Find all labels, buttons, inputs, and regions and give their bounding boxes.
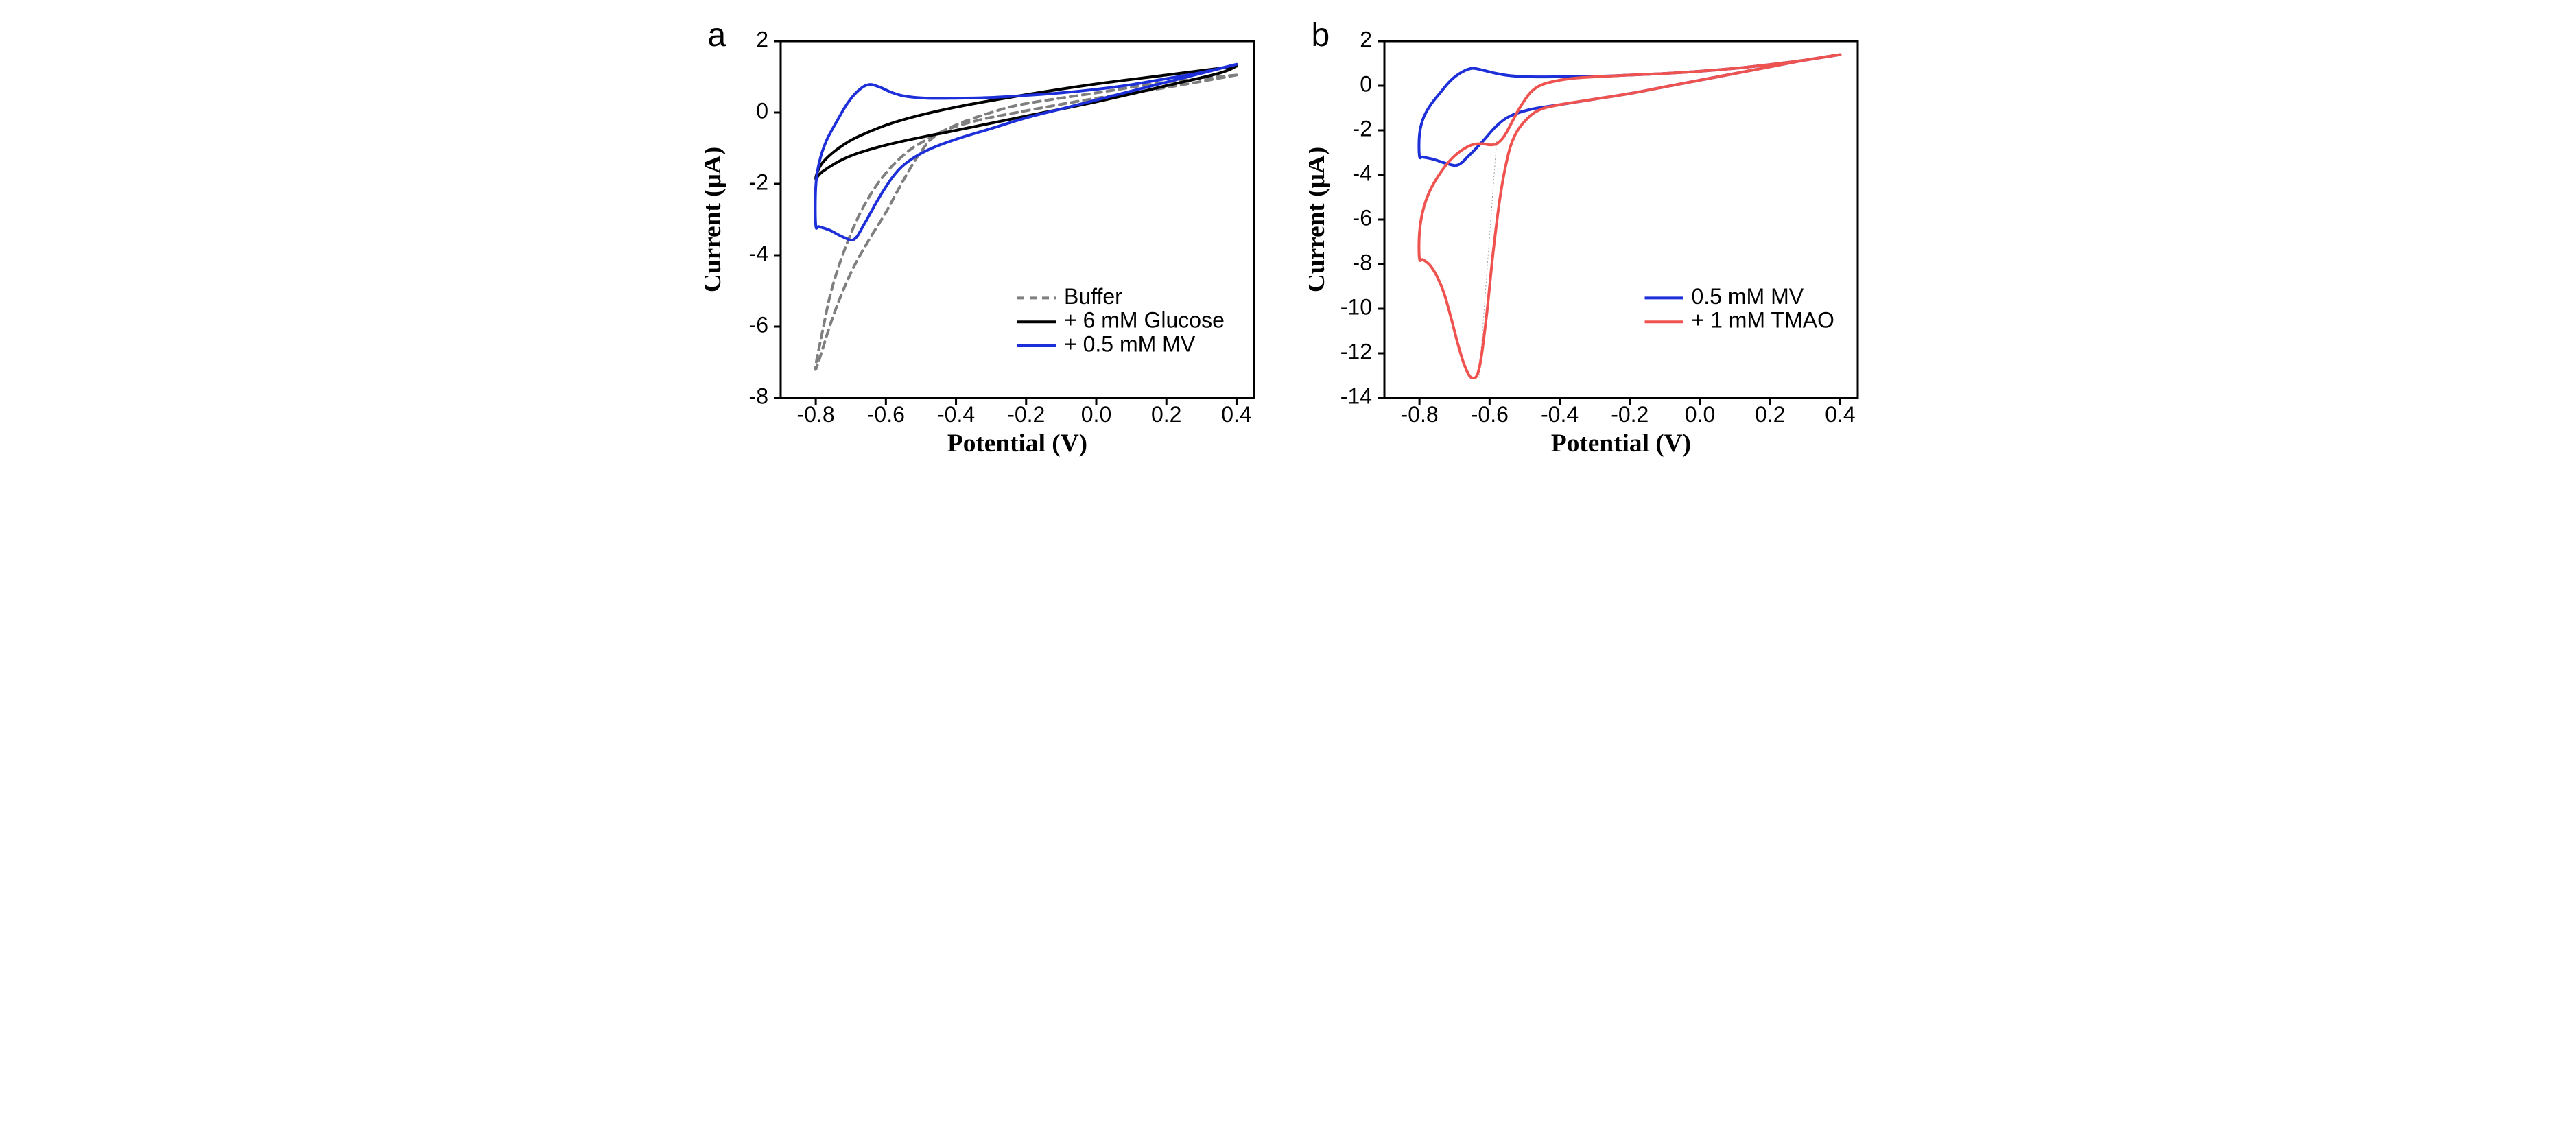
ytick-label: -4	[1352, 161, 1371, 185]
panel-label: a	[708, 16, 726, 54]
panel-a: a-0.8-0.6-0.4-0.20.00.20.4-8-6-4-202Pote…	[705, 21, 1268, 460]
ytick-label: -2	[748, 169, 768, 194]
ytick-label: 0	[756, 98, 768, 123]
ytick-label: -8	[1352, 250, 1371, 274]
ytick-label: 2	[756, 27, 768, 51]
y-axis-label: Current (μA)	[1309, 147, 1330, 292]
ytick-label: -2	[1352, 116, 1371, 141]
xtick-label: -0.2	[1611, 402, 1649, 427]
ytick-label: -8	[748, 383, 768, 408]
x-axis-label: Potential (V)	[1550, 429, 1690, 458]
legend-label: 0.5 mM MV	[1691, 284, 1804, 309]
ytick-label: 0	[1360, 71, 1372, 96]
ytick-label: -10	[1340, 294, 1371, 319]
x-axis-label: Potential (V)	[947, 429, 1087, 458]
ytick-label: -4	[748, 241, 768, 265]
y-axis-label: Current (μA)	[705, 147, 726, 292]
xtick-label: 0.4	[1825, 402, 1855, 427]
xtick-label: 0.2	[1150, 402, 1181, 427]
xtick-label: 0.2	[1754, 402, 1784, 427]
xtick-label: -0.4	[936, 402, 974, 427]
ytick-label: -6	[1352, 205, 1371, 230]
panel-label: b	[1312, 16, 1330, 54]
ytick-label: -12	[1340, 339, 1371, 364]
legend-label: + 6 mM Glucose	[1064, 308, 1225, 333]
xtick-label: -0.2	[1007, 402, 1045, 427]
ytick-label: 2	[1360, 27, 1372, 51]
figure-row: a -0.8 -0.6 -0.4 -0.2 0.0 0.2 0.4 -8 -6 -4 -2 0 2 Pote…	[0, 0, 2576, 480]
xtick-label: -0.6	[866, 402, 904, 427]
xtick-label: -0.8	[796, 402, 834, 427]
xtick-label: -0.4	[1540, 402, 1578, 427]
legend-label: + 1 mM TMAO	[1691, 308, 1834, 333]
ytick-label: -14	[1340, 383, 1371, 408]
xtick-label: 0.0	[1080, 402, 1111, 427]
legend-label: + 0.5 mM MV	[1064, 331, 1196, 356]
legend-label: Buffer	[1064, 284, 1122, 309]
xtick-label: 0.0	[1684, 402, 1714, 427]
xtick-label: -0.8	[1400, 402, 1438, 427]
panel-b: b-0.8-0.6-0.4-0.20.00.20.4-14-12-10-8-6-…	[1309, 21, 1871, 460]
xtick-label: -0.6	[1470, 402, 1508, 427]
xtick-label: 0.4	[1221, 402, 1251, 427]
ytick-label: -6	[748, 312, 768, 337]
